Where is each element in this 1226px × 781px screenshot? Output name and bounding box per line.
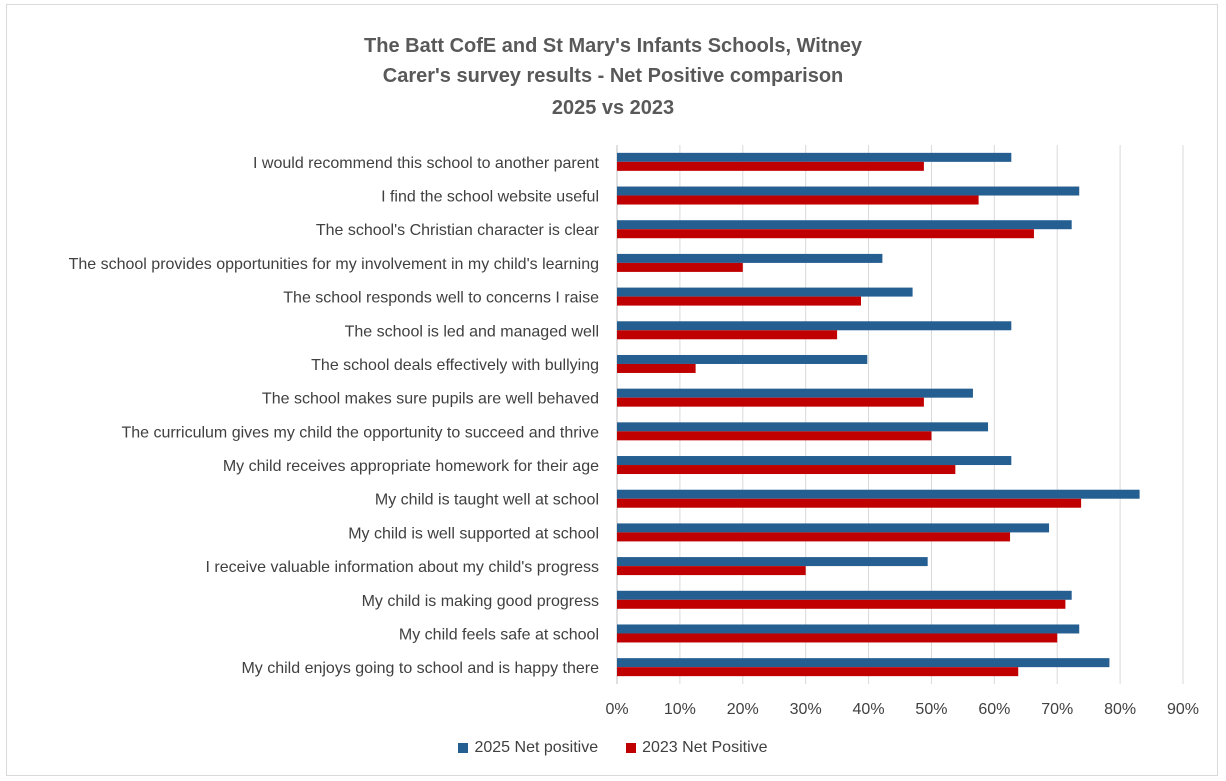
legend-swatch-2023 — [626, 743, 637, 753]
category-label: The school responds well to concerns I r… — [283, 290, 599, 307]
legend-swatch-2025 — [458, 743, 469, 753]
bar-2025 — [617, 422, 989, 432]
bar-2023 — [617, 532, 1011, 542]
x-tick-label: 20% — [727, 701, 759, 718]
bar-2025 — [617, 590, 1072, 600]
bar-2025 — [617, 186, 1080, 196]
bar-2025 — [617, 287, 913, 297]
category-label: I would recommend this school to another… — [253, 155, 600, 172]
legend-item-2025: 2025 Net positive — [458, 739, 598, 757]
category-labels: I would recommend this school to another… — [69, 155, 600, 677]
x-tick-label: 60% — [978, 701, 1010, 718]
bar-2023 — [617, 667, 1019, 677]
bar-2023 — [617, 161, 924, 171]
category-label: The school makes sure pupils are well be… — [262, 391, 599, 408]
bar-2025 — [617, 557, 928, 567]
category-label: The school deals effectively with bullyi… — [311, 357, 599, 374]
category-label: My child receives appropriate homework f… — [223, 458, 599, 475]
bar-2023 — [617, 296, 862, 306]
bar-2023 — [617, 397, 924, 407]
bar-2023 — [617, 431, 932, 441]
bar-2025 — [617, 388, 973, 398]
chart-title-line-2: Carer's survey results - Net Positive co… — [382, 65, 844, 87]
legend-item-2023: 2023 Net Positive — [626, 739, 768, 757]
bar-2023 — [617, 633, 1058, 643]
category-label: I receive valuable information about my … — [206, 559, 599, 576]
bar-2025 — [617, 624, 1080, 634]
category-label: I find the school website useful — [381, 189, 599, 206]
bar-2025 — [617, 456, 1012, 466]
chart-title-line-1: The Batt CofE and St Mary's Infants Scho… — [364, 35, 862, 57]
bar-2025 — [617, 354, 868, 364]
bar-2023 — [617, 229, 1034, 239]
chart-frame — [6, 4, 1218, 776]
x-tick-label: 10% — [664, 701, 696, 718]
bar-2025 — [617, 658, 1110, 668]
category-label: The school is led and managed well — [345, 323, 599, 340]
category-label: My child is taught well at school — [375, 492, 599, 509]
x-axis-tick-labels: 0% 10% 20% 30% 40% 50% 60% 70% 80% 90% — [605, 701, 1199, 718]
x-tick-label: 90% — [1167, 701, 1199, 718]
category-label: My child enjoys going to school and is h… — [241, 660, 599, 677]
bar-2023 — [617, 262, 743, 272]
bar-2025 — [617, 321, 1012, 331]
legend: 2025 Net positive 2023 Net Positive — [0, 739, 1226, 757]
chart-title-line-3: 2025 vs 2023 — [551, 97, 675, 119]
x-tick-label: 80% — [1104, 701, 1136, 718]
bars-layer — [617, 152, 1140, 677]
category-label: The curriculum gives my child the opport… — [121, 424, 599, 441]
bar-2025 — [617, 489, 1140, 499]
category-label: My child feels safe at school — [399, 626, 599, 643]
bar-2023 — [617, 498, 1082, 508]
bar-2023 — [617, 599, 1066, 609]
bar-2023 — [617, 363, 696, 373]
x-tick-label: 40% — [853, 701, 885, 718]
bar-2025 — [617, 523, 1050, 533]
category-label: The school provides opportunities for my… — [69, 256, 599, 273]
x-tick-label: 70% — [1041, 701, 1073, 718]
category-label: My child is well supported at school — [348, 525, 599, 542]
bar-2023 — [617, 330, 838, 340]
category-label: The school's Christian character is clea… — [316, 222, 600, 239]
bar-2023 — [617, 195, 979, 205]
legend-label-2025: 2025 Net positive — [474, 739, 599, 756]
bar-2023 — [617, 465, 956, 475]
bar-2025 — [617, 220, 1072, 230]
legend-label-2023: 2023 Net Positive — [642, 739, 768, 756]
x-tick-label: 50% — [915, 701, 947, 718]
x-tick-label: 30% — [790, 701, 822, 718]
bar-2025 — [617, 253, 883, 263]
bar-2025 — [617, 152, 1012, 162]
x-tick-label: 0% — [605, 701, 628, 718]
category-label: My child is making good progress — [362, 593, 599, 610]
bar-2023 — [617, 566, 806, 576]
